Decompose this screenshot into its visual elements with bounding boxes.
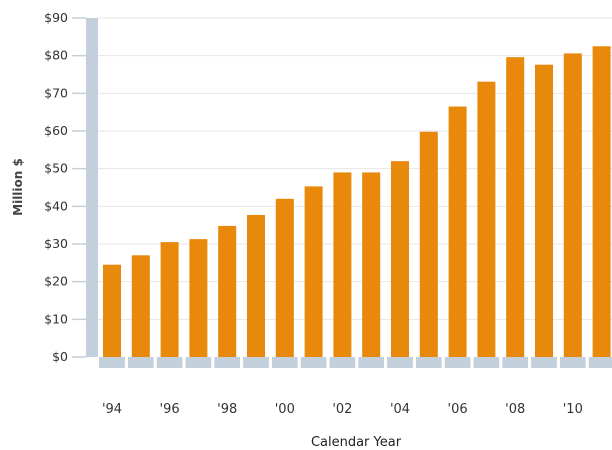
y-tick-label: $10: [44, 311, 68, 326]
bar: [218, 225, 237, 357]
bar: [160, 242, 179, 357]
x-axis-segment: [473, 357, 500, 368]
x-axis-segment: [415, 357, 442, 368]
x-axis-segment: [329, 357, 356, 368]
gridlines: [98, 17, 612, 320]
y-tick-labels: $0 $10 $20 $30 $40 $50 $60 $70 $80 $90: [44, 10, 86, 364]
x-axis-segment: [156, 357, 183, 368]
bar: [131, 255, 150, 357]
bar: [391, 161, 409, 357]
x-tick-label: '96: [160, 402, 180, 417]
bar: [189, 239, 208, 357]
y-axis-band: [86, 18, 98, 357]
bar: [304, 186, 323, 357]
bar: [103, 264, 121, 357]
bar: [333, 172, 352, 357]
x-tick-labels: '94 '96 '98 '00 '02 '04 '06 '08 '10: [102, 402, 583, 417]
y-tick-label: $80: [44, 48, 68, 63]
x-axis-segment: [444, 357, 471, 368]
x-axis-title: Calendar Year: [311, 435, 402, 450]
y-tick-label: $60: [44, 123, 68, 138]
y-tick-label: $0: [52, 349, 68, 364]
y-tick-label: $40: [44, 198, 68, 213]
x-axis-band: [99, 357, 612, 368]
x-axis-segment: [243, 357, 269, 368]
x-tick-label: '10: [563, 402, 583, 417]
x-axis-segment: [214, 357, 241, 368]
x-tick-label: '94: [102, 402, 122, 417]
x-axis-segment: [387, 357, 413, 368]
x-tick-label: '98: [217, 402, 237, 417]
x-axis-segment: [588, 357, 612, 368]
x-axis-segment: [300, 357, 327, 368]
bar: [592, 46, 611, 357]
y-tick-label: $20: [44, 274, 68, 289]
bar: [448, 106, 467, 358]
x-tick-label: '02: [332, 402, 352, 417]
y-tick-label: $70: [44, 85, 68, 100]
bar: [275, 198, 294, 357]
x-tick-label: '06: [448, 402, 468, 417]
bar: [506, 57, 525, 357]
x-axis-segment: [271, 357, 298, 368]
bar: [535, 64, 553, 357]
bars: [103, 46, 611, 358]
bar: [419, 131, 438, 357]
y-axis-title: Million $: [11, 158, 25, 216]
x-tick-label: '08: [505, 402, 525, 417]
y-tick-label: $30: [44, 236, 68, 251]
x-axis-segment: [502, 357, 529, 368]
y-tick-label: $50: [44, 161, 68, 176]
x-axis-segment: [185, 357, 212, 368]
x-axis-segment: [559, 357, 586, 368]
x-axis-segment: [531, 357, 557, 368]
bar: [362, 172, 381, 357]
bar: [477, 81, 496, 357]
y-tick-label: $90: [44, 10, 68, 25]
bar: [247, 214, 265, 357]
x-axis-segment: [99, 357, 125, 368]
x-tick-label: '00: [275, 402, 295, 417]
bar: [563, 53, 582, 357]
x-axis-segment: [127, 357, 154, 368]
x-tick-label: '04: [390, 402, 410, 417]
x-axis-segment: [358, 357, 385, 368]
